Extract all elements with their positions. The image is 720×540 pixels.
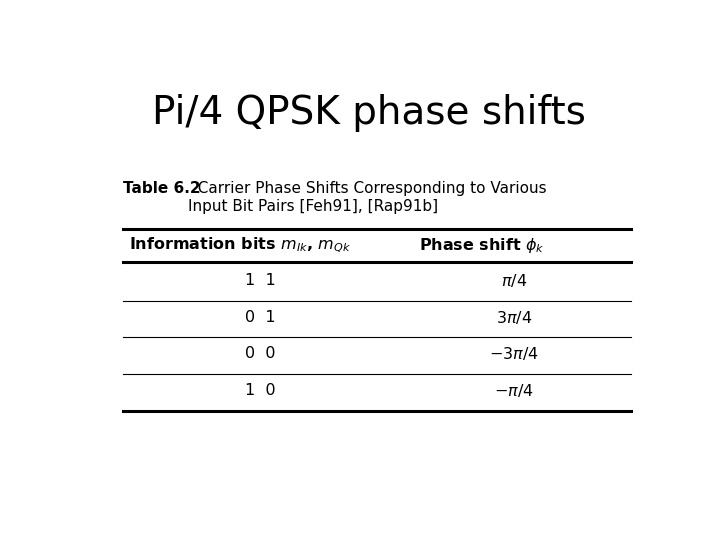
Text: Carrier Phase Shifts Corresponding to Various
Input Bit Pairs [Feh91], [Rap91b]: Carrier Phase Shifts Corresponding to Va… bbox=[188, 181, 546, 214]
Text: Information bits $m_{Ik}$, $m_{Qk}$: Information bits $m_{Ik}$, $m_{Qk}$ bbox=[129, 236, 351, 255]
Text: 1  1: 1 1 bbox=[245, 273, 276, 288]
Text: Phase shift $\phi_{k}$: Phase shift $\phi_{k}$ bbox=[419, 236, 545, 255]
Text: $\pi/4$: $\pi/4$ bbox=[501, 272, 527, 289]
Text: $-\pi/4$: $-\pi/4$ bbox=[494, 382, 534, 399]
Text: Table 6.2: Table 6.2 bbox=[124, 181, 201, 196]
Text: 1  0: 1 0 bbox=[245, 383, 276, 398]
Text: $-3\pi/4$: $-3\pi/4$ bbox=[489, 345, 539, 362]
Text: 0  1: 0 1 bbox=[245, 310, 276, 325]
Text: Pi/4 QPSK phase shifts: Pi/4 QPSK phase shifts bbox=[152, 94, 586, 132]
Text: 0  0: 0 0 bbox=[245, 346, 276, 361]
Text: $3\pi/4$: $3\pi/4$ bbox=[496, 309, 532, 326]
